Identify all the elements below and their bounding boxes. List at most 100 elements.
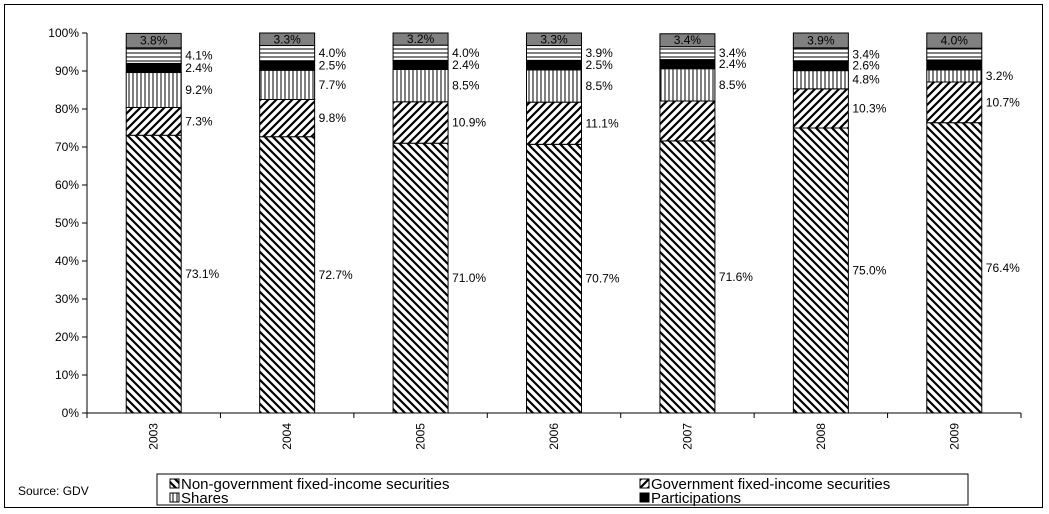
data-label: 7.7% — [319, 78, 347, 92]
bar-segment — [526, 32, 582, 47]
legend-label: Participations — [651, 490, 741, 507]
bar-segment — [659, 68, 716, 102]
y-tick-label: 50% — [55, 216, 79, 230]
bar-segment — [926, 69, 983, 83]
bar-segment — [259, 69, 316, 100]
data-label: 8.5% — [719, 78, 747, 92]
bar-segment — [926, 59, 983, 71]
data-label: 76.4% — [986, 261, 1020, 275]
chart-frame — [4, 4, 1043, 508]
data-label: 75.0% — [852, 264, 886, 278]
data-label: 73.1% — [185, 267, 219, 281]
data-label: 4.0% — [452, 46, 480, 60]
data-label: 3.9% — [586, 46, 614, 60]
data-label: 10.9% — [452, 115, 486, 129]
legend-label: Non-government fixed-income securities — [181, 476, 449, 493]
data-label: 4.0% — [941, 34, 969, 48]
bar-segment — [926, 32, 983, 49]
bar-segment — [926, 122, 983, 414]
bar-segment — [392, 44, 449, 61]
bar-segment — [259, 32, 316, 47]
data-label: 2.4% — [452, 58, 480, 72]
legend-label: Government fixed-income securities — [651, 476, 890, 493]
bar-segment — [125, 62, 182, 74]
x-tick-label: 2006 — [547, 423, 561, 450]
bar-segment — [792, 32, 849, 49]
bar-segment — [526, 45, 582, 61]
data-label: 3.3% — [273, 32, 301, 46]
bar-segment — [392, 68, 449, 103]
source-note: Source: GDV — [18, 484, 89, 498]
data-label: 2.5% — [319, 58, 347, 72]
bar-segment — [792, 70, 849, 90]
y-tick-label: 10% — [55, 368, 79, 382]
bar-segment — [659, 59, 716, 70]
x-tick-label: 2008 — [814, 423, 828, 450]
legend-box — [156, 473, 969, 506]
bar-segment — [259, 45, 316, 62]
bar-segment — [792, 88, 849, 129]
legend-swatch — [639, 492, 650, 503]
data-label: 3.8% — [140, 34, 168, 48]
data-label: 11.1% — [586, 116, 619, 130]
data-label: 71.6% — [719, 270, 753, 284]
bar-segment — [392, 59, 449, 70]
data-label: 2.6% — [852, 59, 880, 73]
bar-segment — [526, 143, 582, 414]
data-label: 3.2% — [986, 69, 1014, 83]
legend-swatch — [169, 478, 180, 489]
bar-segment — [792, 60, 849, 72]
data-label: 10.3% — [852, 101, 886, 115]
bar-segment — [125, 134, 182, 414]
bar-segment — [259, 136, 316, 414]
data-label: 3.4% — [674, 33, 702, 47]
x-tick-label: 2004 — [280, 423, 294, 450]
bar-segment — [926, 81, 983, 124]
data-label: 3.4% — [719, 46, 747, 60]
data-label: 72.7% — [319, 268, 353, 282]
bar-segment — [125, 72, 182, 108]
data-label: 71.0% — [452, 271, 486, 285]
bar-segment — [392, 142, 449, 414]
bar-segment — [792, 127, 849, 414]
y-tick-label: 90% — [55, 64, 79, 78]
data-label: 3.2% — [407, 32, 435, 46]
bar-segment — [659, 140, 716, 414]
data-label: 9.2% — [185, 83, 213, 97]
bar-segment — [125, 106, 182, 136]
x-tick-label: 2007 — [680, 423, 694, 450]
y-tick-label: 30% — [55, 292, 79, 306]
bar-segment — [392, 32, 449, 46]
data-label: 4.0% — [319, 46, 347, 60]
bar-segment — [259, 60, 316, 71]
bar-segment — [659, 46, 716, 61]
bar-segment — [659, 33, 716, 48]
bar-segment — [526, 69, 582, 103]
data-label: 7.3% — [185, 114, 213, 128]
y-tick-label: 20% — [55, 330, 79, 344]
bar-segment — [259, 99, 316, 138]
y-tick-label: 100% — [48, 26, 79, 40]
x-tick-label: 2005 — [414, 423, 428, 450]
data-label: 9.8% — [319, 111, 347, 125]
bar-segment — [392, 101, 449, 144]
data-label: 4.8% — [852, 73, 880, 87]
y-tick-label: 40% — [55, 254, 79, 268]
data-label: 8.5% — [452, 79, 480, 93]
data-label: 2.4% — [185, 61, 213, 75]
data-label: 2.5% — [586, 58, 614, 72]
bar-segment — [659, 100, 716, 142]
legend-label: Shares — [181, 490, 229, 507]
bar-segment — [792, 47, 849, 62]
data-label: 8.5% — [586, 79, 614, 93]
data-label: 4.1% — [185, 49, 213, 63]
bar-segment — [526, 59, 582, 71]
bar-segment — [125, 32, 182, 49]
data-label: 3.4% — [852, 47, 880, 61]
y-tick-label: 60% — [55, 178, 79, 192]
data-label: 3.3% — [540, 32, 568, 46]
legend-swatch — [169, 492, 180, 503]
legend-swatch — [639, 478, 650, 489]
y-tick-label: 80% — [55, 102, 79, 116]
